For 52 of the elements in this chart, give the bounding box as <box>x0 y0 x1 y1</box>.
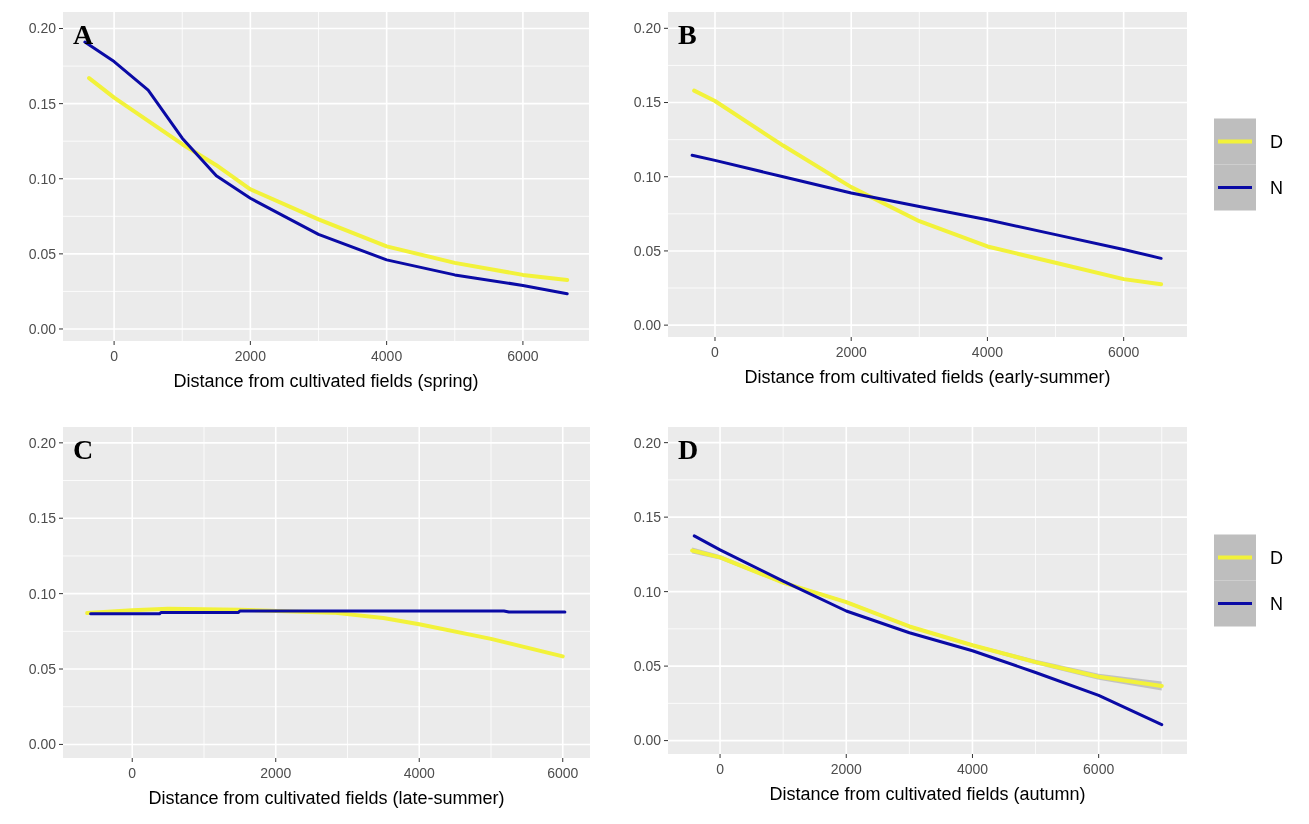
x-tick-label: 0 <box>110 348 119 364</box>
y-tick-label: 0.20 <box>28 434 57 451</box>
y-tick-label: 0.00 <box>633 732 662 749</box>
x-axis-title: Distance from cultivated fields (early-summer) <box>744 367 1111 387</box>
x-tick-label: 4000 <box>403 765 436 781</box>
y-tick-label: 0.10 <box>633 168 662 185</box>
y-tick-label: 0.20 <box>633 434 662 451</box>
legend-label: N <box>1270 593 1283 614</box>
x-tick-label: 6000 <box>547 765 579 781</box>
y-tick-label: 0.05 <box>28 245 57 262</box>
y-tick-label: 0.05 <box>28 660 57 677</box>
y-tick-label: 0.00 <box>28 736 57 753</box>
y-tick-label: 0.05 <box>633 658 662 674</box>
x-tick-label: 4000 <box>371 348 403 364</box>
x-tick-label: 0 <box>128 765 137 781</box>
x-axis-title: Distance from cultivated fields (spring) <box>173 371 479 391</box>
y-tick-label: 0.05 <box>633 242 662 259</box>
y-tick-label: 0.00 <box>28 320 57 337</box>
chart-title: A <box>73 19 94 50</box>
x-tick-label: 0 <box>716 761 725 777</box>
x-tick-label: 2000 <box>835 344 867 360</box>
legend-label: D <box>1270 547 1283 568</box>
x-tick-label: 6000 <box>507 348 539 364</box>
x-tick-label: 0 <box>711 344 720 360</box>
x-axis-title: Distance from cultivated fields (late-summer) <box>148 788 505 808</box>
chart-title: B <box>678 19 697 50</box>
x-tick-label: 6000 <box>1108 344 1140 360</box>
x-tick-label: 2000 <box>234 348 267 364</box>
line-series <box>692 88 1164 287</box>
y-tick-label: 0.15 <box>633 94 662 111</box>
x-tick-label: 6000 <box>1083 761 1115 777</box>
chart-title: D <box>678 434 699 465</box>
x-tick-label: 2000 <box>830 761 863 777</box>
y-tick-label: 0.20 <box>633 20 662 37</box>
legend-label: D <box>1270 131 1283 152</box>
legend-label: N <box>1270 177 1283 198</box>
y-tick-label: 0.10 <box>28 170 57 187</box>
y-tick-label: 0.15 <box>28 95 57 112</box>
y-tick-label: 0.15 <box>633 509 662 526</box>
line-series <box>87 76 570 283</box>
chart-title: C <box>73 434 94 465</box>
x-tick-label: 4000 <box>956 761 989 777</box>
y-tick-label: 0.00 <box>633 317 662 334</box>
x-tick-label: 4000 <box>971 344 1004 360</box>
y-tick-label: 0.10 <box>633 583 662 600</box>
y-tick-label: 0.15 <box>28 510 57 527</box>
y-tick-label: 0.20 <box>28 20 57 37</box>
line-series <box>690 153 1163 260</box>
line-series <box>692 534 1164 727</box>
x-tick-label: 2000 <box>260 765 292 781</box>
x-axis-title: Distance from cultivated fields (autumn) <box>769 784 1086 804</box>
y-tick-label: 0.10 <box>28 585 57 602</box>
